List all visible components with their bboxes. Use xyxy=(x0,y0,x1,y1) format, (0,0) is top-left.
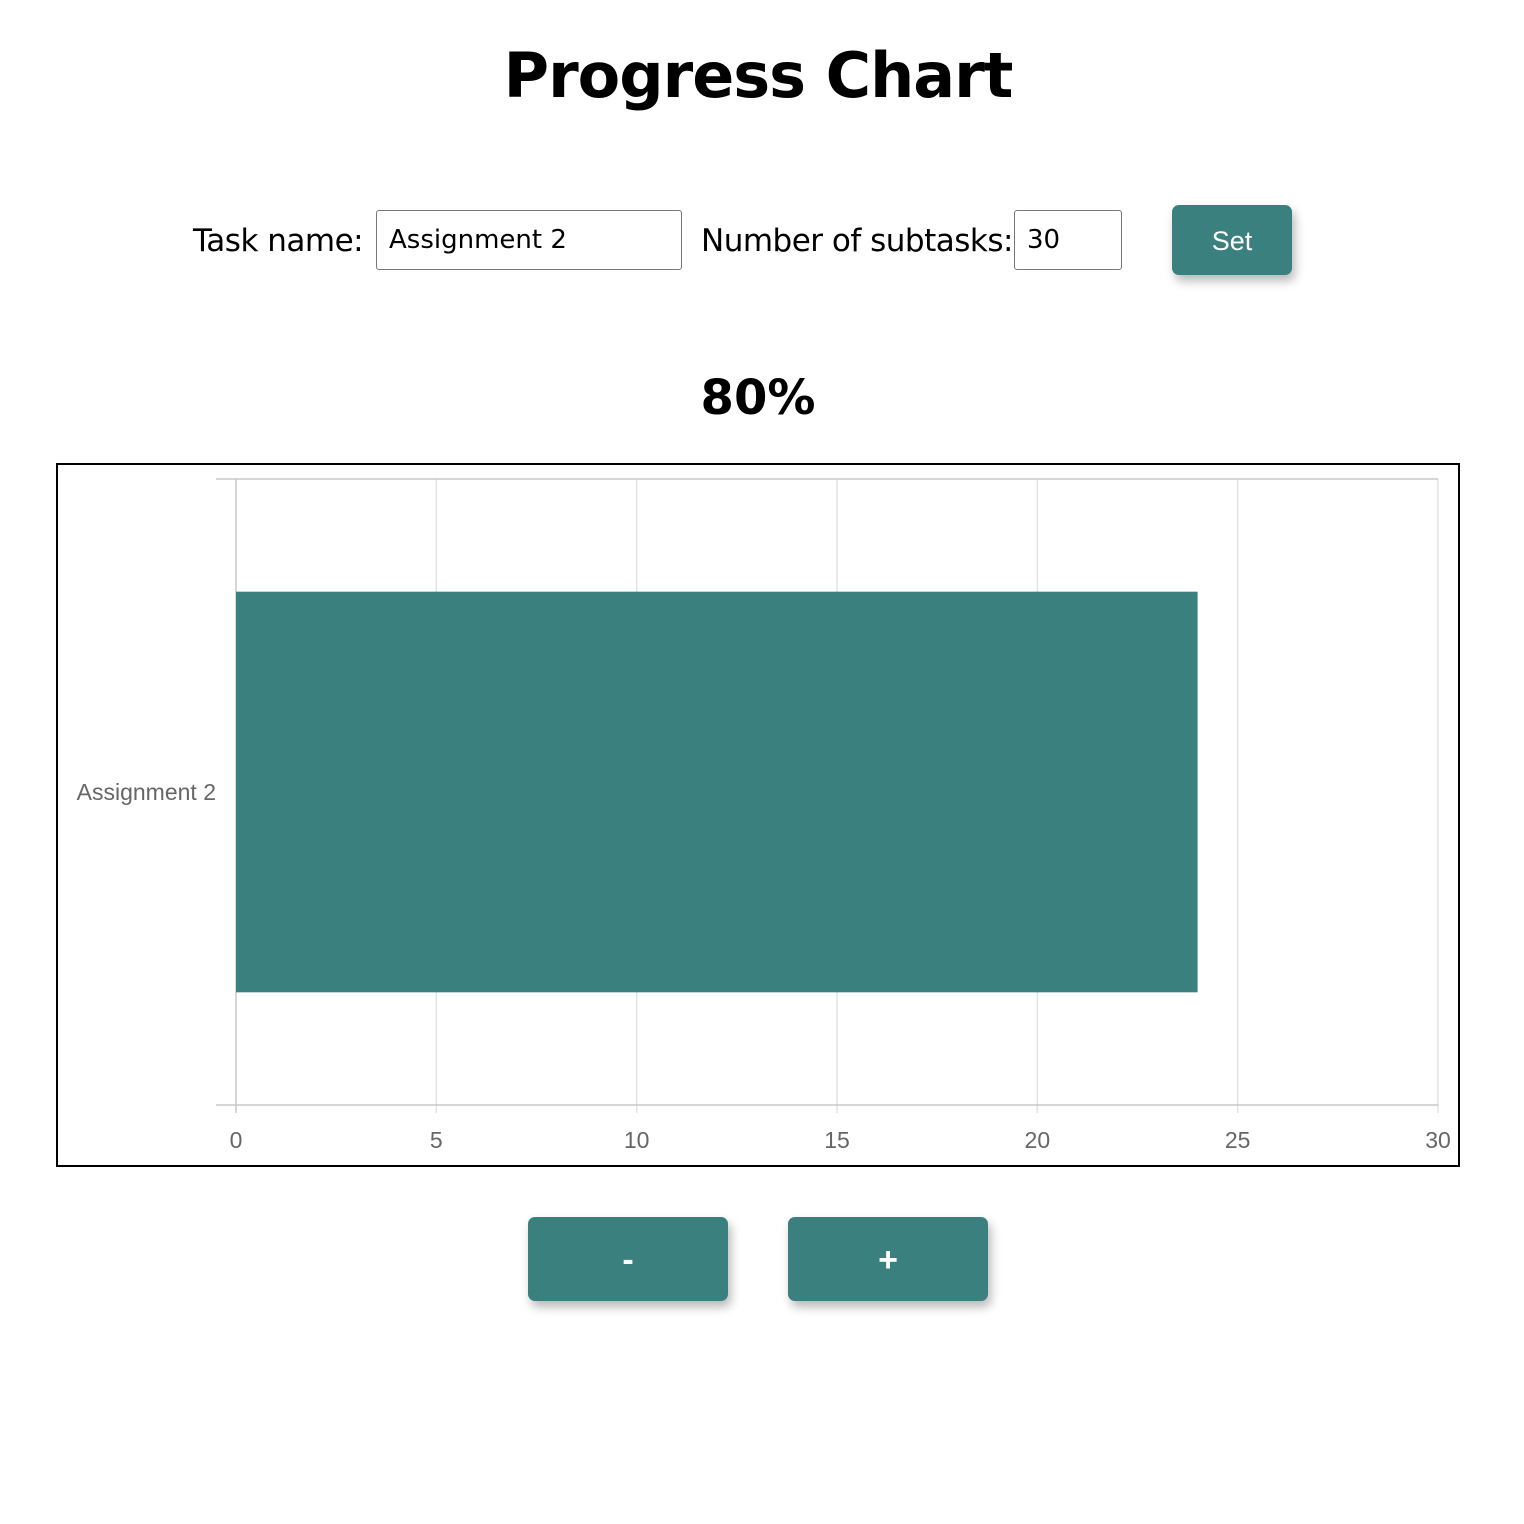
task-name-input[interactable] xyxy=(376,210,682,270)
page-title: Progress Chart xyxy=(503,39,1014,112)
y-tick-label: Assignment 2 xyxy=(77,779,216,805)
x-tick-label: 0 xyxy=(230,1127,243,1153)
subtasks-label: Number of subtasks: xyxy=(701,223,1013,259)
chart-svg: Assignment 2 0 5 10 15 20 25 30 xyxy=(77,478,1451,1153)
x-tick-label: 30 xyxy=(1425,1127,1451,1153)
progress-percent: 80% xyxy=(700,370,816,426)
set-button[interactable]: Set xyxy=(1172,205,1292,275)
x-tick-label: 20 xyxy=(1025,1127,1051,1153)
task-form: Task name: Number of subtasks: Set xyxy=(0,205,1524,277)
x-tick-label: 15 xyxy=(824,1127,850,1153)
bar xyxy=(236,591,1198,993)
subtasks-input[interactable] xyxy=(1014,210,1122,270)
increment-button[interactable]: + xyxy=(788,1217,988,1301)
decrement-button[interactable]: - xyxy=(528,1217,728,1301)
x-tick-label: 25 xyxy=(1225,1127,1251,1153)
progress-chart: Assignment 2 0 5 10 15 20 25 30 xyxy=(56,463,1460,1167)
task-name-label: Task name: xyxy=(193,223,364,259)
x-tick-label: 10 xyxy=(624,1127,650,1153)
x-tick-label: 5 xyxy=(430,1127,443,1153)
